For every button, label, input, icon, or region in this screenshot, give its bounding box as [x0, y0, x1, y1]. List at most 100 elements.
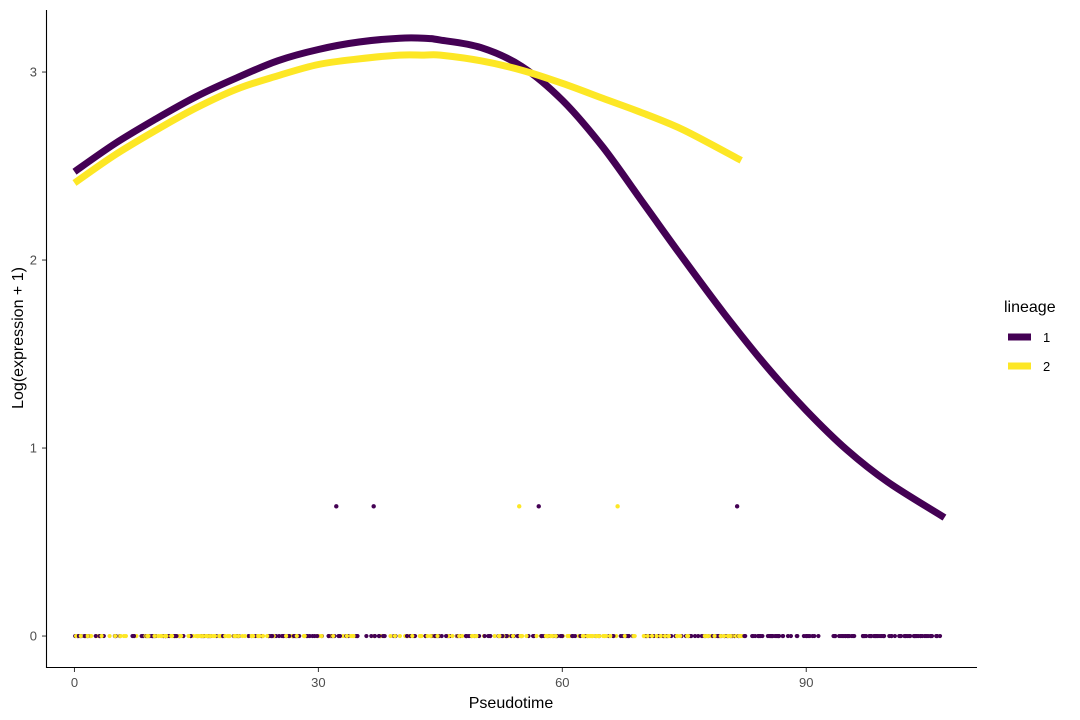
zero-point: [565, 633, 570, 639]
zero-point: [326, 633, 331, 639]
zero-point: [654, 633, 659, 639]
zero-point: [912, 633, 917, 639]
zero-point: [301, 633, 306, 639]
x-tick-label: 30: [311, 675, 325, 690]
zero-point: [186, 633, 191, 639]
zero-point: [470, 633, 475, 639]
zero-point: [233, 633, 238, 639]
zero-point: [510, 633, 516, 639]
zero-point: [692, 633, 698, 639]
zero-point: [131, 633, 137, 639]
zero-point: [685, 633, 690, 639]
zero-point: [364, 633, 369, 639]
legend-label-lineage-2: 2: [1043, 359, 1050, 374]
zero-point: [622, 633, 627, 639]
zero-point: [898, 633, 904, 639]
y-tick-label: 1: [30, 441, 37, 456]
zero-point: [397, 633, 402, 639]
zero-point: [392, 633, 397, 639]
zero-point: [417, 633, 422, 639]
zero-point: [450, 633, 455, 639]
zero-point: [240, 633, 245, 639]
zero-point: [548, 633, 553, 639]
zero-point: [570, 633, 575, 639]
zero-point: [162, 633, 167, 639]
zero-point: [632, 633, 637, 639]
data-point-lineage-2: [517, 504, 522, 509]
zero-point: [902, 633, 907, 639]
zero-point: [170, 633, 175, 639]
zero-point: [425, 633, 430, 639]
zero-point: [173, 633, 178, 639]
zero-point: [482, 633, 487, 639]
zero-point: [460, 633, 465, 639]
zero-point: [573, 633, 578, 639]
zero-point: [838, 633, 844, 639]
zero-point: [410, 633, 415, 639]
zero-point: [539, 633, 544, 639]
zero-point: [675, 633, 680, 639]
zero-point: [520, 633, 525, 639]
y-axis-title: Log(expression + 1): [10, 267, 27, 409]
zero-point: [145, 633, 150, 639]
zero-point: [349, 633, 354, 639]
zero-point: [474, 633, 479, 639]
zero-point: [553, 633, 558, 639]
zero-point: [139, 633, 144, 639]
zero-point: [750, 633, 755, 639]
data-point-lineage-1: [734, 504, 740, 509]
zero-point: [737, 633, 742, 639]
zero-point: [807, 633, 812, 639]
zero-point: [344, 633, 349, 639]
zero-point: [315, 633, 320, 639]
zero-point: [696, 633, 701, 639]
zero-point: [488, 633, 493, 639]
x-axis-title: Pseudotime: [469, 695, 554, 712]
y-tick-label: 2: [30, 253, 37, 268]
data-point-lineage-1: [536, 504, 541, 509]
zero-point: [804, 633, 809, 639]
zero-point: [291, 633, 296, 639]
zero-point: [93, 633, 98, 639]
zero-point: [524, 633, 529, 639]
zero-point: [310, 633, 315, 639]
zero-point: [887, 633, 892, 639]
zero-point: [666, 633, 672, 639]
zero-point: [82, 633, 87, 639]
zero-point: [658, 633, 663, 639]
zero-point: [678, 633, 683, 639]
zero-point: [699, 633, 704, 639]
x-tick-label: 60: [555, 675, 569, 690]
zero-point: [369, 633, 374, 639]
data-point-lineage-1: [334, 504, 339, 509]
zero-point: [608, 633, 613, 639]
curves-layer: [72, 34, 947, 521]
zero-point: [492, 633, 497, 639]
zero-point: [601, 633, 606, 639]
y-tick-label: 3: [30, 65, 37, 80]
zero-point: [269, 633, 274, 639]
zero-point: [331, 633, 336, 639]
zero-point: [645, 633, 650, 639]
zero-point: [662, 633, 668, 639]
zero-point: [715, 633, 720, 639]
zero-point: [355, 633, 360, 639]
zero-point: [876, 633, 882, 639]
zero-point: [780, 633, 785, 639]
series-line-lineage-2: [72, 51, 743, 186]
zero-point: [795, 633, 800, 639]
zero-point: [756, 633, 761, 639]
zero-point: [497, 633, 502, 639]
marks-layer: [73, 504, 943, 639]
zero-point: [123, 633, 128, 639]
data-point-lineage-1: [371, 504, 376, 509]
x-tick-label: 0: [71, 675, 78, 690]
zero-point: [534, 633, 539, 639]
series-line-lineage-1: [72, 34, 947, 521]
zero-point: [265, 633, 270, 639]
zero-point: [195, 633, 200, 639]
zero-point: [211, 633, 216, 639]
zero-point: [382, 633, 387, 639]
zero-point: [156, 633, 161, 639]
zero-point: [722, 633, 727, 639]
